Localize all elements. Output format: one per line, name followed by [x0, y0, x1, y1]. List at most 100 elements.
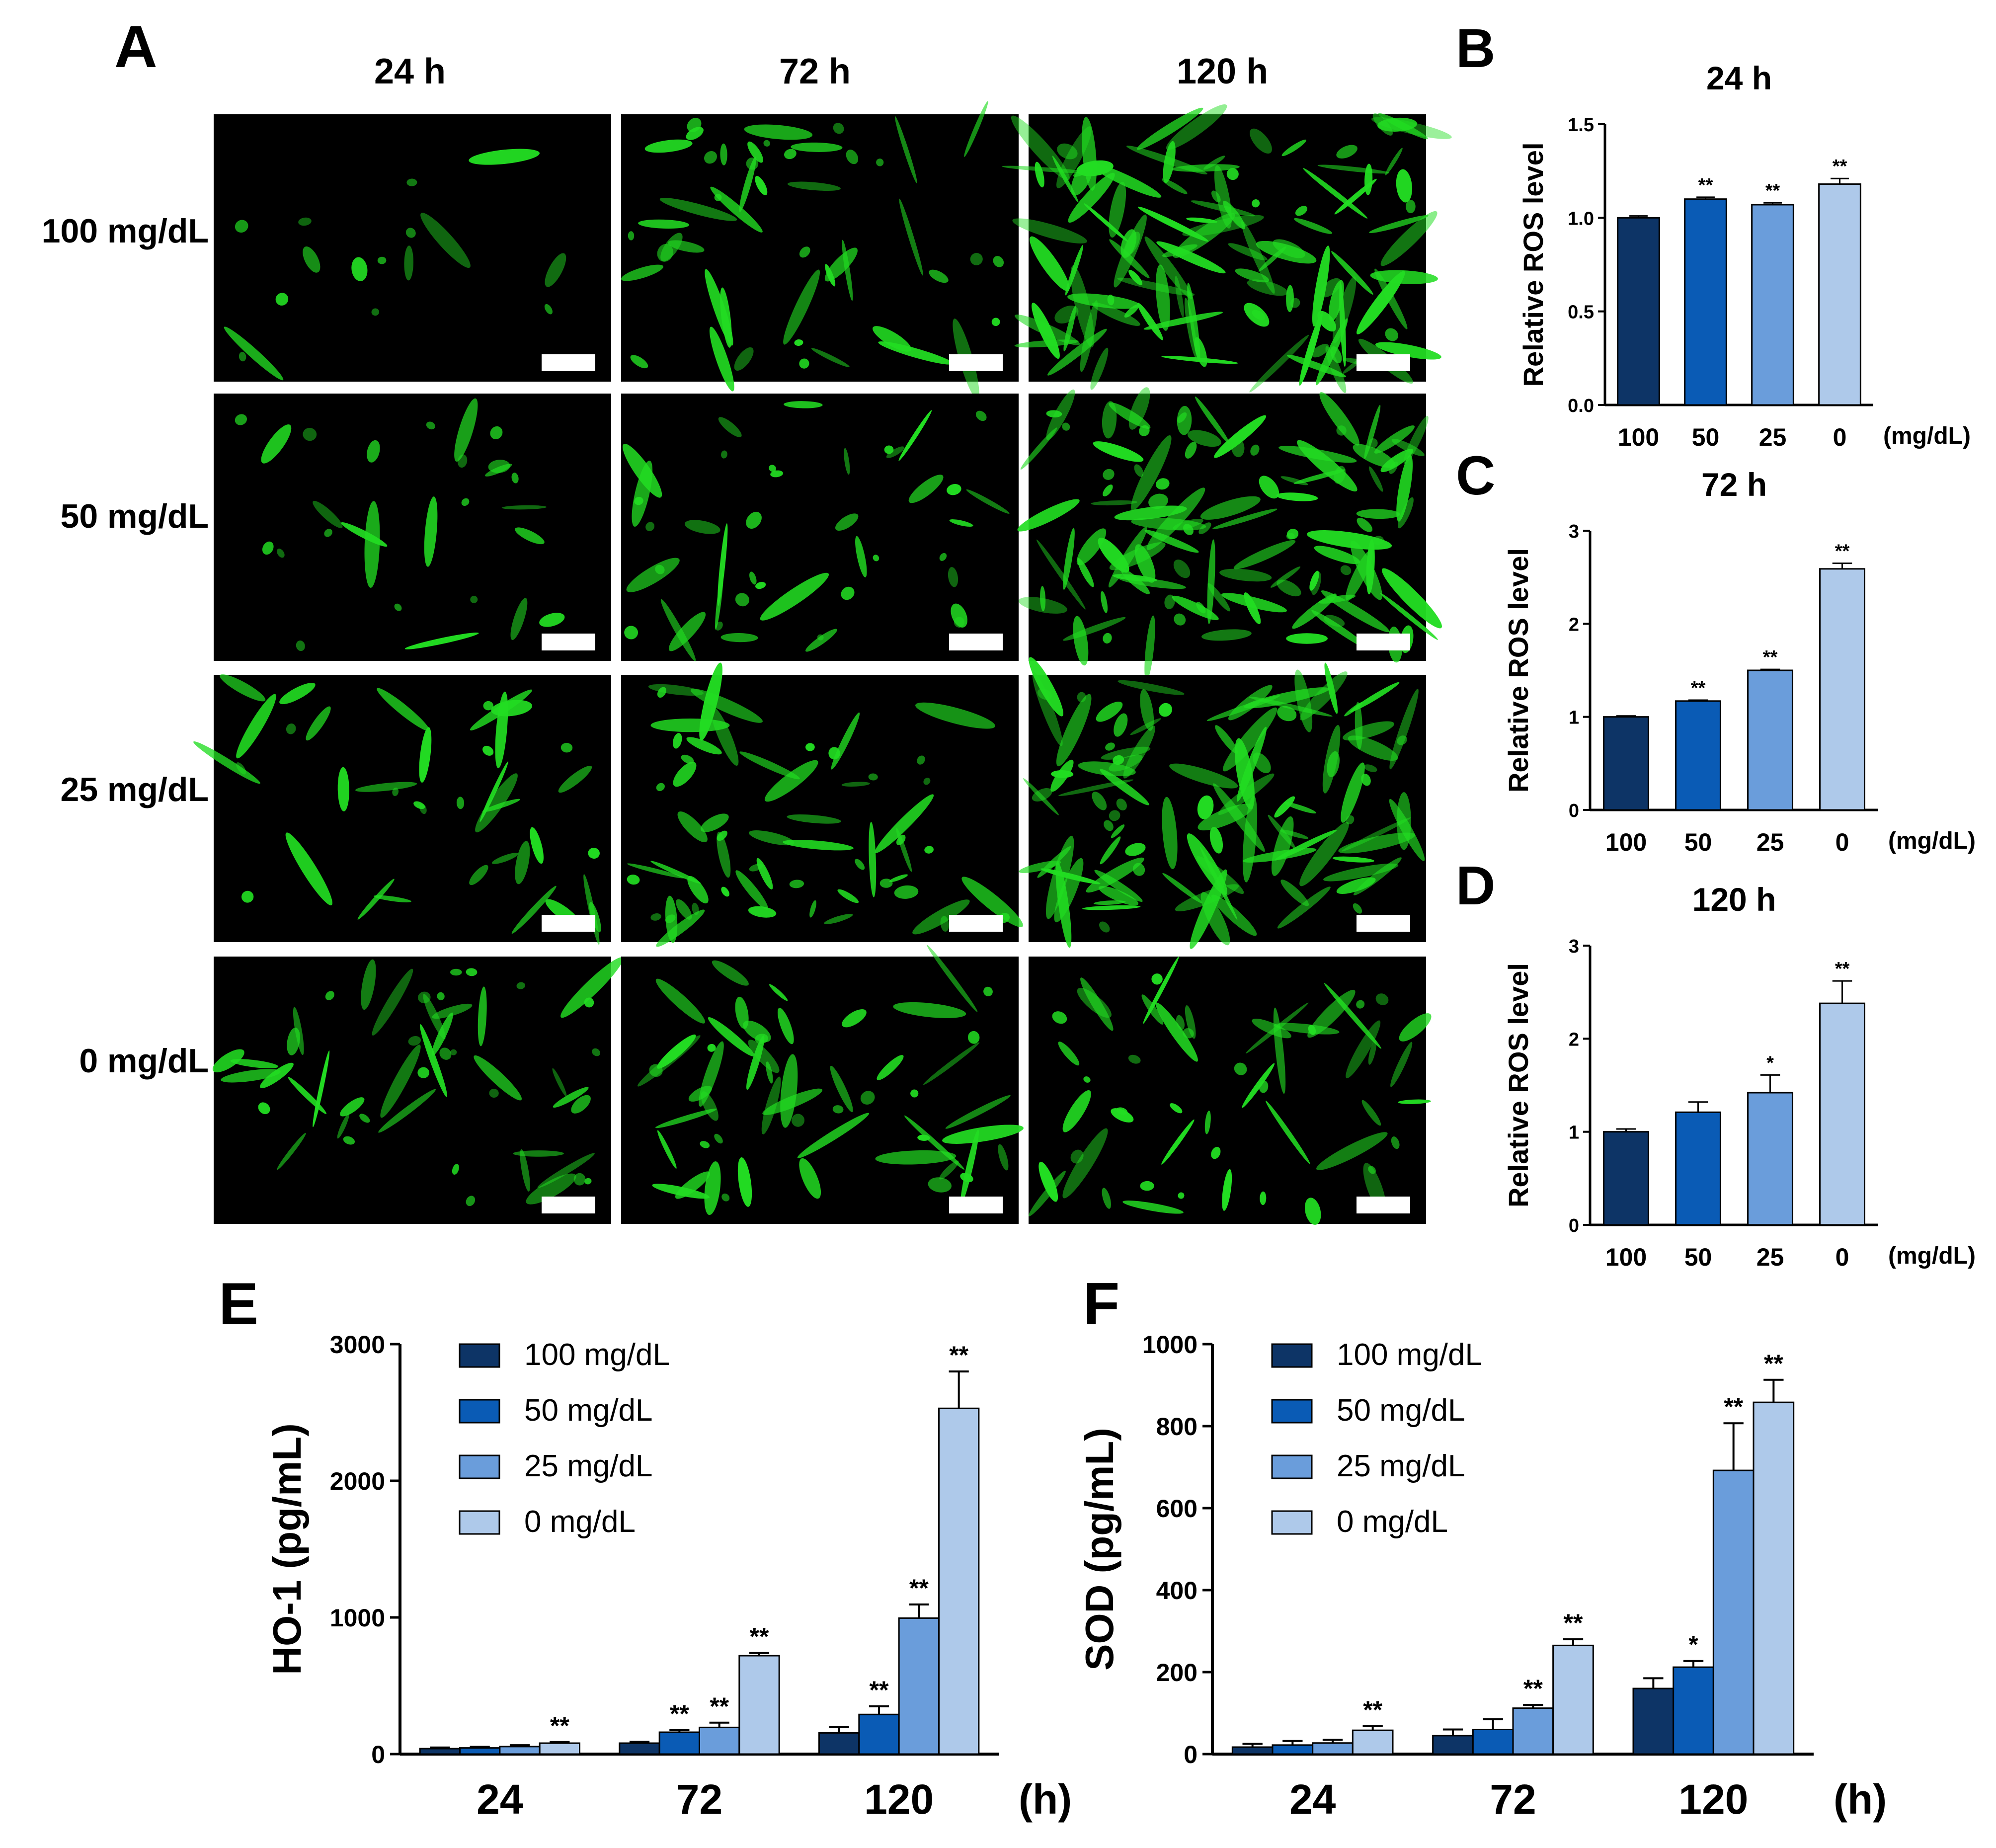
fluorescent-cell: [490, 426, 503, 440]
fluorescent-cell: [761, 1076, 781, 1134]
fluorescent-cell: [1242, 1063, 1275, 1108]
fluorescent-cell: [1281, 139, 1306, 157]
fluorescent-cell: [461, 498, 470, 506]
fluorescent-cell: [665, 914, 676, 923]
fluorescent-cell: [1286, 354, 1347, 378]
fluorescent-cell: [1198, 803, 1254, 831]
fluorescent-cell: [1099, 921, 1110, 933]
fluorescent-cell: [1324, 615, 1345, 627]
fluorescent-cell: [560, 957, 623, 1018]
fluorescent-cell: [1080, 977, 1114, 1031]
fluorescent-cell: [1076, 160, 1114, 176]
fluorescent-cell: [1200, 892, 1230, 946]
fluorescent-cell: [841, 586, 855, 600]
fluorescent-cell: [650, 719, 730, 732]
fluorescent-cell: [439, 1047, 452, 1060]
fluorescent-cell: [998, 1144, 1009, 1171]
fluorescent-cell: [1274, 1023, 1340, 1035]
fluorescent-cell: [894, 885, 919, 899]
fluorescent-cell: [983, 986, 993, 996]
fluorescent-cell: [1350, 682, 1400, 713]
chart-title: 120 h: [1692, 881, 1776, 918]
fluorescent-cell: [545, 253, 566, 287]
fluorescent-cell: [1169, 763, 1238, 789]
fluorescent-cell: [491, 853, 519, 864]
fluorescent-cell: [1368, 1040, 1377, 1065]
fluorescent-cell: [293, 1007, 304, 1055]
fluorescent-cell: [805, 743, 815, 751]
fluorescent-cell: [993, 256, 1004, 267]
bar: [1512, 1707, 1554, 1755]
fluorescent-cell: [1277, 579, 1301, 597]
fluorescent-cell: [220, 674, 266, 702]
fluorescent-cell: [621, 264, 663, 281]
micrograph-tile: [1029, 956, 1432, 1225]
fluorescent-cell: [313, 1050, 330, 1127]
fluorescent-cell: [1242, 795, 1258, 883]
fluorescent-cell: [456, 797, 465, 809]
fluorescent-cell: [530, 827, 544, 864]
fluorescent-cell: [1390, 1042, 1413, 1087]
fluorescent-cell: [684, 520, 720, 534]
fluorescent-cell: [644, 139, 693, 153]
fluorescent-cell: [404, 633, 479, 649]
fluorescent-cell: [893, 1002, 966, 1018]
fluorescent-cell: [1103, 484, 1113, 497]
x-tick-label: 120: [1678, 1776, 1748, 1823]
fluorescent-cell: [898, 410, 932, 461]
fluorescent-cell: [1046, 389, 1075, 440]
fluorescent-cell: [717, 523, 728, 606]
fluorescent-cell: [1341, 762, 1365, 823]
fluorescent-cell: [1175, 276, 1184, 318]
fluorescent-cell: [588, 847, 600, 859]
fluorescent-cell: [1207, 539, 1215, 625]
fluorescent-cell: [1163, 141, 1176, 183]
fluorescent-cell: [1067, 293, 1140, 309]
fluorescent-cell: [910, 1089, 919, 1098]
fluorescent-cell: [875, 1150, 957, 1165]
fluorescent-cell: [961, 877, 1023, 927]
bar: [1819, 568, 1865, 811]
fluorescent-cell: [824, 247, 858, 282]
micrograph-tile: [193, 674, 611, 945]
fluorescent-cell: [1175, 884, 1239, 911]
fluorescent-cell: [1274, 796, 1295, 818]
fluorescent-cell: [1100, 836, 1121, 865]
fluorescent-cell: [1277, 706, 1297, 722]
fluorescent-cell: [626, 558, 680, 592]
x-tick-label: 50: [1684, 828, 1712, 856]
fluorescent-cell: [584, 997, 594, 1008]
fluorescent-cell: [372, 968, 413, 1036]
fluorescent-cell: [1128, 1054, 1141, 1064]
fluorescent-cell: [747, 141, 763, 163]
fluorescent-cell: [1011, 115, 1070, 180]
fluorescent-cell: [552, 1068, 567, 1097]
fluorescent-cell: [1111, 1108, 1134, 1123]
significance-marker: **: [1764, 1350, 1783, 1377]
fluorescent-cell: [1259, 1080, 1269, 1093]
fluorescent-cell: [708, 1017, 755, 1057]
micrograph-tile: [214, 114, 611, 382]
fluorescent-cell: [285, 832, 332, 906]
fluorescent-cell: [1371, 117, 1452, 139]
bar: [738, 1655, 780, 1755]
fluorescent-cell: [1317, 164, 1390, 174]
fluorescent-cell: [830, 1065, 853, 1113]
dose-row-label: 50 mg/dL: [61, 497, 209, 535]
fluorescent-cell: [377, 688, 430, 731]
fluorescent-cell: [1280, 829, 1309, 839]
panel-label-d: D: [1456, 855, 1495, 916]
fluorescent-cell: [720, 143, 727, 165]
fluorescent-cell: [1109, 542, 1166, 570]
fluorescent-cell: [1118, 680, 1185, 695]
fluorescent-cell: [212, 1049, 244, 1073]
fluorescent-cell: [343, 1136, 355, 1145]
fluorescent-cell: [373, 895, 411, 902]
fluorescent-cell: [1241, 221, 1275, 294]
significance-marker: **: [1833, 156, 1847, 177]
fluorescent-cell: [659, 198, 737, 221]
chart-e-ho1: 0 1000 2000 3000 HO-1 (pg/mL) ** 24 ** ** ** 72 ** *…: [265, 1331, 1072, 1823]
micrograph-tile: [621, 945, 1024, 1224]
bar: [898, 1617, 940, 1755]
fluorescent-cell: [1218, 773, 1275, 815]
